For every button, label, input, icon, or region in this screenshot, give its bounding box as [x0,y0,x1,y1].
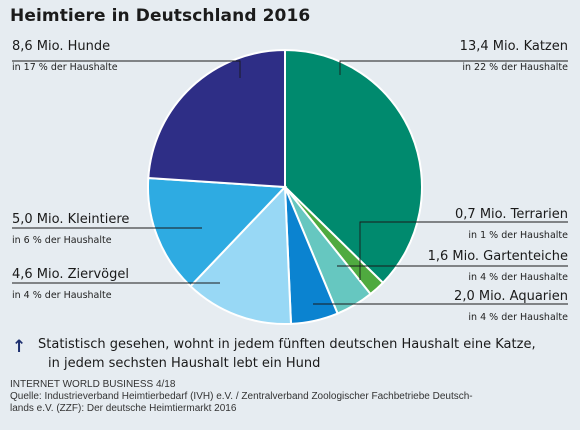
slice-sublabel-0: in 22 % der Haushalte [462,62,568,73]
slice-label-3: 2,0 Mio. Aquarien [454,289,568,304]
leader-line-6 [12,60,241,78]
slice-labels: 13,4 Mio. Katzen in 22 % der Haushalte 0,7… [12,39,568,323]
leader-line-0 [339,60,568,75]
pie-slice-4 [189,184,293,325]
pie-slice-0 [284,48,423,285]
source-line-2: lands e.V. (ZZF): Der deutsche Heimtierm… [10,403,237,414]
leader-line-1 [359,221,568,280]
source-line-1: Quelle: Industrieverband Heimtierbedarf … [10,391,473,402]
slice-label-5: 5,0 Mio. Kleintiere [12,212,129,227]
pie-slice-6 [147,48,286,189]
slice-sublabel-1: in 1 % der Haushalte [468,230,568,241]
arrow-up-icon: ↑ [12,337,27,357]
slice-sublabel-5: in 6 % der Haushalte [12,235,112,246]
slice-sublabel-2: in 4 % der Haushalte [468,272,568,283]
slice-label-0: 13,4 Mio. Katzen [460,39,568,54]
statistic-line-1: Statistisch gesehen, wohnt in jedem fünf… [38,337,536,352]
chart-title: Heimtiere in Deutschland 2016 [10,6,311,26]
slice-sublabel-6: in 17 % der Haushalte [12,62,118,73]
statistic-line-2: in jedem sechsten Haushalt lebt ein Hund [48,356,321,371]
pie-slices [147,48,423,325]
slice-sublabel-4: in 4 % der Haushalte [12,290,112,301]
slice-label-2: 1,6 Mio. Gartenteiche [428,249,568,264]
publication: INTERNET WORLD BUSINESS 4/18 [10,379,176,390]
leader-lines [12,60,568,305]
slice-label-6: 8,6 Mio. Hunde [12,39,110,54]
slice-sublabel-3: in 4 % der Haushalte [468,312,568,323]
statistic-note: ↑ Statistisch gesehen, wohnt in jedem fü… [10,335,570,373]
slice-label-1: 0,7 Mio. Terrarien [455,207,568,222]
slice-label-4: 4,6 Mio. Ziervögel [12,267,129,282]
pie-chart: 13,4 Mio. Katzen in 22 % der Haushalte 0,7… [12,39,568,325]
pie-slice-5 [147,176,288,288]
source-block: INTERNET WORLD BUSINESS 4/18 Quelle: Ind… [10,379,570,415]
